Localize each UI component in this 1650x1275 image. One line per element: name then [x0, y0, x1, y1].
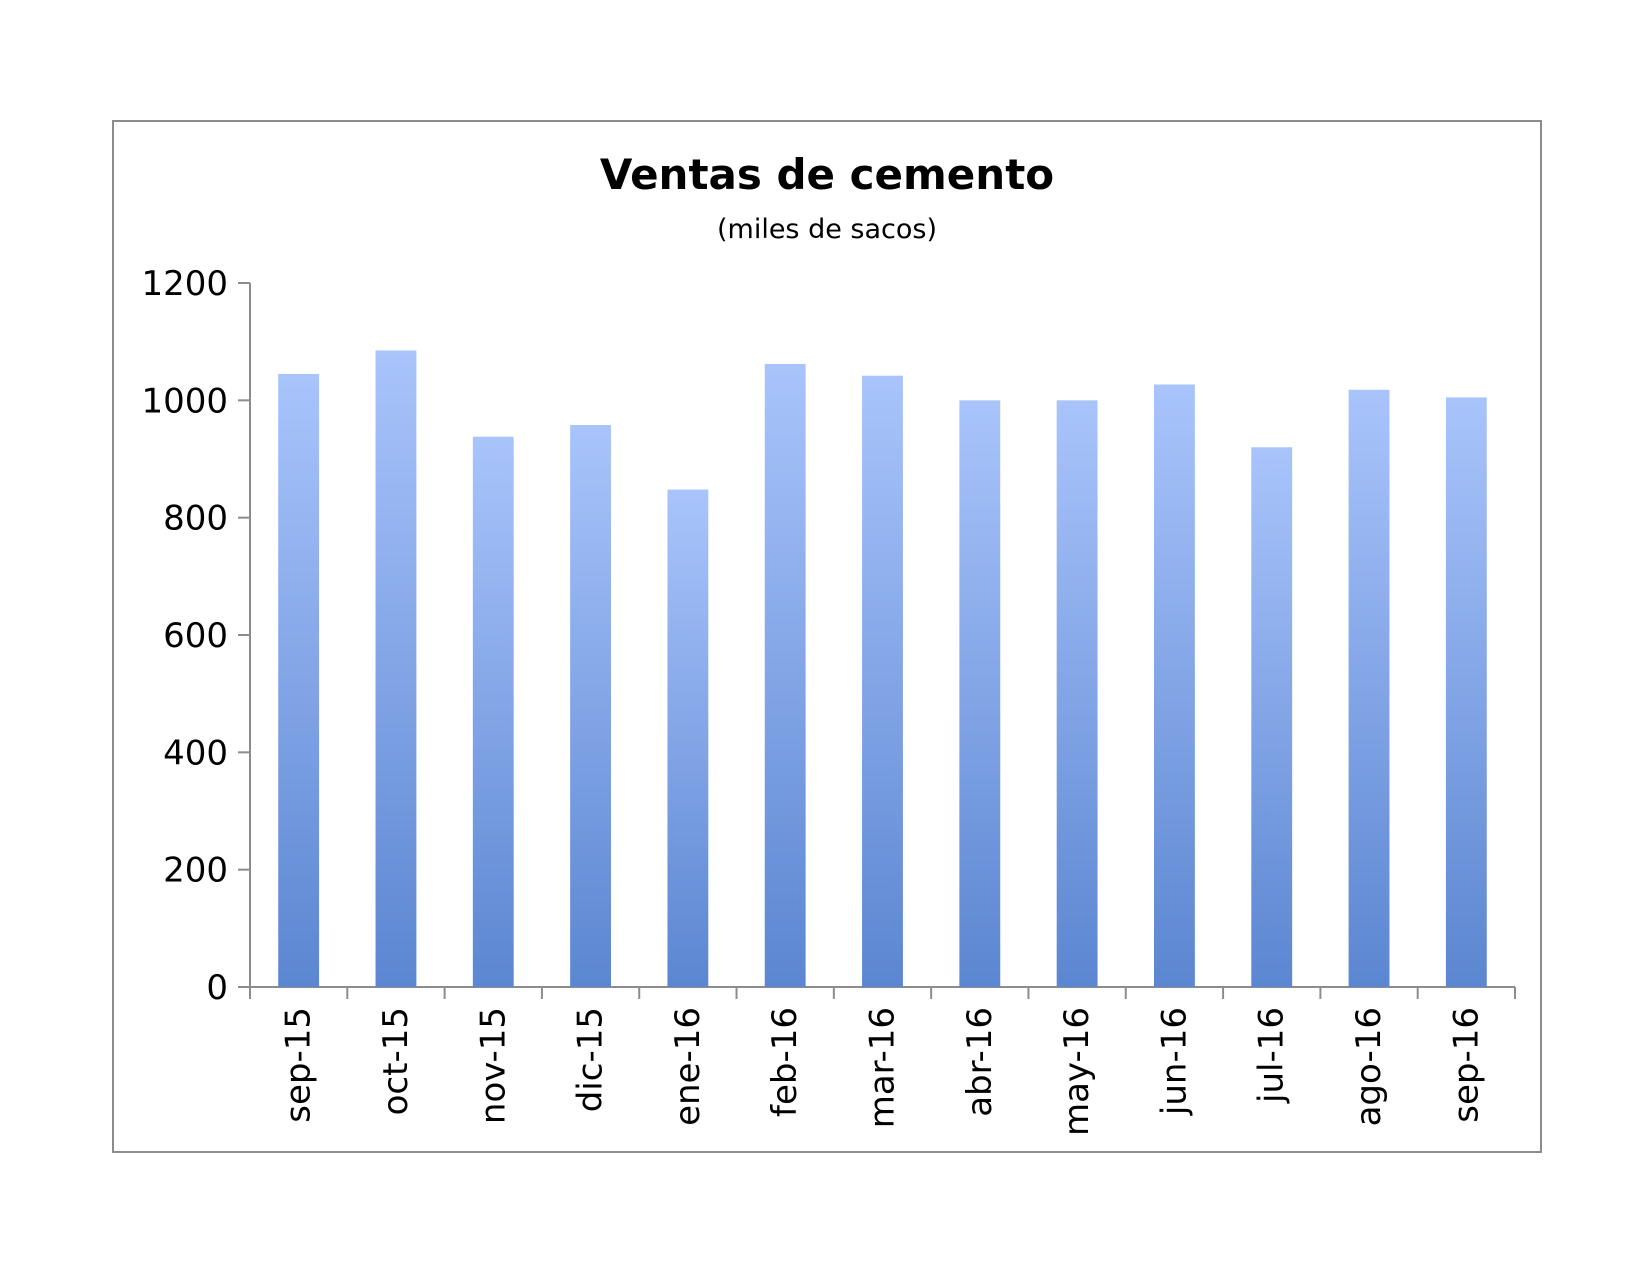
bar-mar-16 — [862, 375, 903, 987]
bar-jun-16 — [1153, 384, 1195, 987]
y-tick-label: 1200 — [141, 264, 228, 304]
bar-oct-15 — [375, 350, 417, 987]
y-tick-label: 200 — [163, 851, 228, 891]
y-tick-label: 800 — [163, 499, 228, 539]
chart-title: Ventas de cemento — [599, 150, 1055, 199]
bar-sep-16 — [1445, 397, 1487, 987]
bar-nov-15 — [472, 436, 514, 987]
x-tick-label: may-16 — [1057, 1007, 1097, 1136]
x-tick-label: ene-16 — [668, 1007, 708, 1126]
x-tick-label: dic-15 — [571, 1007, 611, 1112]
bar-may-16 — [1056, 400, 1098, 987]
x-tick-label: mar-16 — [863, 1007, 903, 1128]
y-tick-label: 600 — [163, 616, 228, 656]
y-tick-label: 1000 — [141, 381, 228, 421]
x-tick-label: feb-16 — [765, 1007, 805, 1117]
x-tick-label: nov-15 — [473, 1007, 513, 1124]
x-tick-label: oct-15 — [376, 1007, 416, 1115]
chart-frame: Ventas de cemento (miles de sacos) — [112, 120, 1542, 1153]
bar-ago-16 — [1348, 389, 1390, 988]
bar-dic-15 — [570, 424, 612, 987]
bar-ene-16 — [667, 489, 709, 987]
bar-feb-16 — [764, 363, 806, 988]
x-tick-label: ago-16 — [1349, 1007, 1389, 1126]
bar-jul-16 — [1251, 447, 1293, 987]
y-tick-label: 0 — [206, 968, 228, 1008]
axis-labels: 0 200 400 600 800 1000 1200 sep-15 oct-15 nov-15 d… — [141, 264, 1486, 1136]
x-tick-label: sep-16 — [1446, 1007, 1486, 1123]
bar-sep-15 — [278, 373, 320, 987]
y-tick-label: 400 — [163, 733, 228, 773]
x-tick-label: abr-16 — [960, 1007, 1000, 1117]
x-tick-label: jun-16 — [1154, 1007, 1194, 1116]
chart-subtitle: (miles de sacos) — [716, 214, 937, 245]
x-tick-label: sep-15 — [279, 1007, 319, 1123]
x-tick-label: jul-16 — [1252, 1007, 1292, 1104]
bars — [278, 350, 1487, 988]
bar-abr-16 — [959, 400, 1001, 987]
